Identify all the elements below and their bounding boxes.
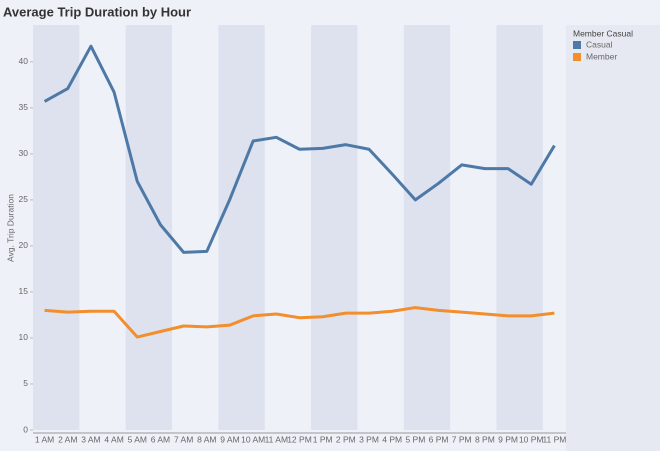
x-tick-label: 3 PM bbox=[359, 434, 379, 444]
x-tick-label: 8 AM bbox=[197, 434, 216, 444]
x-tick-label: 10 AM bbox=[241, 434, 265, 444]
band-stripe bbox=[311, 25, 358, 430]
band-stripe bbox=[218, 25, 265, 430]
legend-title: Member Casual bbox=[573, 28, 633, 38]
legend-label: Casual bbox=[586, 39, 613, 49]
x-tick-label: 1 PM bbox=[313, 434, 333, 444]
x-tick-label: 3 AM bbox=[81, 434, 100, 444]
x-tick-label: 5 AM bbox=[128, 434, 147, 444]
y-tick-label: 0 bbox=[23, 424, 28, 434]
y-tick-label: 10 bbox=[19, 332, 29, 342]
x-tick-label: 4 PM bbox=[382, 434, 402, 444]
x-tick-label: 6 AM bbox=[151, 434, 170, 444]
x-tick-label: 7 PM bbox=[452, 434, 472, 444]
y-tick-label: 30 bbox=[19, 148, 29, 158]
x-tick-label: 4 AM bbox=[104, 434, 123, 444]
x-tick-label: 8 PM bbox=[475, 434, 495, 444]
y-tick-label: 5 bbox=[23, 378, 28, 388]
chart-title: Average Trip Duration by Hour bbox=[3, 4, 191, 19]
x-tick-label: 11 AM bbox=[265, 434, 288, 444]
y-tick-label: 20 bbox=[19, 240, 29, 250]
band-stripe bbox=[496, 25, 543, 430]
x-tick-label: 2 PM bbox=[336, 434, 356, 444]
band-stripe bbox=[125, 25, 173, 430]
legend-swatch bbox=[573, 53, 581, 61]
series-line bbox=[43, 44, 556, 254]
legend-swatch bbox=[573, 41, 581, 49]
y-tick-label: 35 bbox=[19, 102, 29, 112]
x-tick-label: 10 PM bbox=[519, 434, 544, 444]
y-tick-label: 25 bbox=[19, 194, 29, 204]
y-axis-label: Avg. Trip Duration bbox=[5, 194, 15, 262]
x-tick-label: 7 AM bbox=[174, 434, 193, 444]
x-tick-label: 11 PM bbox=[542, 434, 566, 444]
x-tick-label: 1 AM bbox=[35, 434, 54, 444]
x-tick-label: 2 AM bbox=[58, 434, 77, 444]
y-tick-label: 15 bbox=[19, 286, 29, 296]
x-tick-label: 9 AM bbox=[220, 434, 239, 444]
x-tick-label: 12 PM bbox=[287, 434, 312, 444]
legend-panel bbox=[566, 25, 660, 451]
band-stripe bbox=[403, 25, 451, 430]
x-tick-label: 9 PM bbox=[498, 434, 518, 444]
x-tick-label: 5 PM bbox=[405, 434, 425, 444]
band-stripe bbox=[33, 25, 80, 430]
y-tick-label: 40 bbox=[19, 56, 29, 66]
x-tick-label: 6 PM bbox=[429, 434, 449, 444]
legend-label: Member bbox=[586, 51, 617, 61]
series-line bbox=[44, 306, 555, 339]
